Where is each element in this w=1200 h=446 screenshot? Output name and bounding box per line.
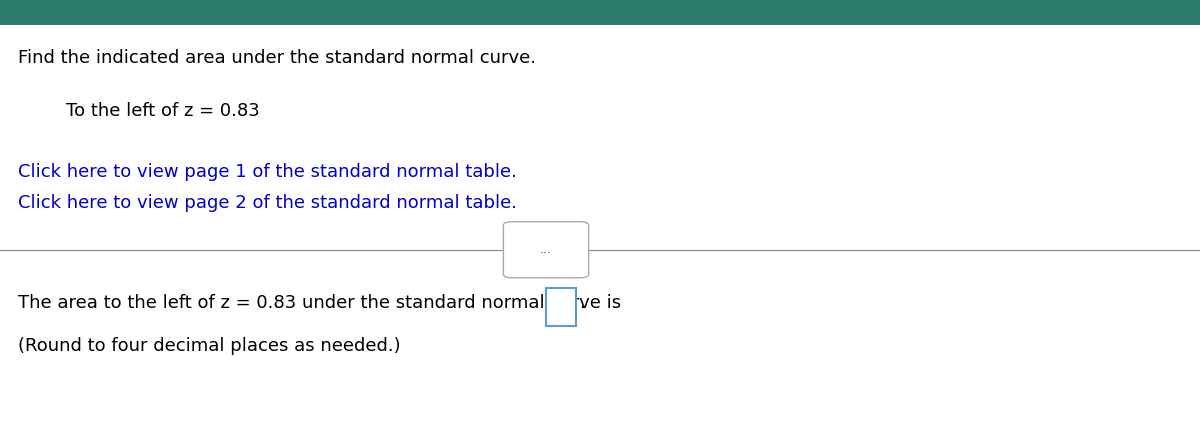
FancyBboxPatch shape xyxy=(546,288,576,326)
Text: ...: ... xyxy=(540,243,552,256)
Text: (Round to four decimal places as needed.): (Round to four decimal places as needed.… xyxy=(18,337,401,355)
FancyBboxPatch shape xyxy=(0,0,1200,25)
Text: To the left of z = 0.83: To the left of z = 0.83 xyxy=(66,103,259,120)
Text: .: . xyxy=(580,294,586,312)
Text: Find the indicated area under the standard normal curve.: Find the indicated area under the standa… xyxy=(18,49,536,67)
Text: The area to the left of z = 0.83 under the standard normal curve is: The area to the left of z = 0.83 under t… xyxy=(18,294,622,312)
Text: Click here to view page 1 of the standard normal table.: Click here to view page 1 of the standar… xyxy=(18,163,517,181)
Text: Click here to view page 2 of the standard normal table.: Click here to view page 2 of the standar… xyxy=(18,194,517,212)
FancyBboxPatch shape xyxy=(504,222,589,278)
